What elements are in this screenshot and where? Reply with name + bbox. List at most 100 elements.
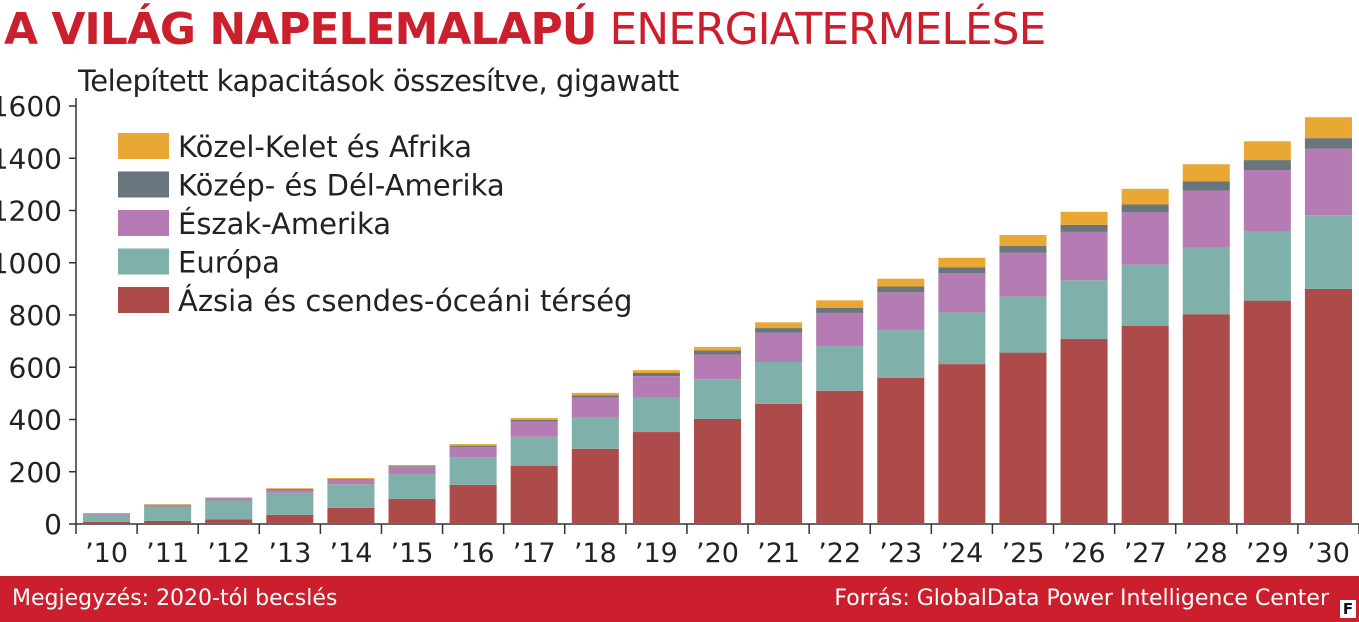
x-tick-label: ’29 [1246, 538, 1289, 569]
bar-segment [510, 419, 558, 422]
y-tick-label: 200 [9, 456, 62, 489]
bar-segment [693, 379, 742, 419]
bar-segment [327, 479, 375, 485]
x-axis: ’10 ’11 ’12 ’13 ’14 ’15 ’16 ’17 ’18 ’19 ’20 ’21 ’22 ’… [75, 523, 1359, 569]
bar-segment [816, 346, 864, 391]
bar-segment [266, 488, 314, 489]
brand-logo: F [1340, 600, 1356, 618]
bar-segment [1243, 231, 1291, 301]
bar-segment [144, 504, 192, 505]
bar-segment [999, 296, 1047, 353]
bar-segment [327, 484, 375, 508]
bar-segment [755, 322, 803, 329]
x-tick-label: ’27 [1124, 538, 1167, 569]
chart-title-bold: A VILÁG NAPELEMALAPÚ [4, 4, 597, 55]
bar-segment [571, 392, 619, 396]
legend: Közel-Kelet és Afrika Közép- és Dél-Ameri… [118, 130, 632, 318]
x-tick-label: ’14 [329, 538, 372, 569]
legend-swatch [118, 133, 169, 159]
bar-segment [144, 506, 192, 521]
bar-segment [1243, 170, 1291, 232]
bar-segment [205, 500, 253, 520]
footer-source: Forrás: GlobalData Power Intelligence Ce… [834, 586, 1329, 611]
chart-title: A VILÁG NAPELEMALAPÚ ENERGIATERMELÉSE [4, 4, 1047, 56]
bar-segment [632, 372, 680, 377]
bar-segment [205, 519, 253, 524]
bar-segment [83, 513, 131, 514]
x-tick-label: ’13 [268, 538, 311, 569]
bar-segment [205, 497, 253, 499]
y-tick-label: 800 [9, 299, 62, 332]
bar-segment [938, 273, 986, 313]
bar-segment [632, 370, 680, 373]
bar-segment [327, 479, 375, 480]
x-tick-label: ’18 [574, 538, 617, 569]
y-tick-label: 400 [9, 404, 62, 437]
bar-segment [1243, 160, 1291, 171]
bar-segment [1182, 247, 1230, 315]
bar-segment [1060, 224, 1108, 232]
bar-segment [510, 436, 558, 467]
x-tick-label: ’11 [146, 538, 189, 569]
x-tick-label: ’17 [513, 538, 556, 569]
bar-segment [632, 397, 680, 433]
bar-segment [388, 466, 436, 468]
legend-label: Közép- és Dél-Amerika [178, 169, 505, 203]
y-tick-label: 1400 [0, 142, 62, 175]
bar-segment [1060, 280, 1108, 340]
bar-segment [877, 286, 925, 293]
bar-segment [816, 300, 864, 308]
y-tick-label: 1000 [0, 247, 62, 280]
x-tick-label: ’28 [1185, 538, 1228, 569]
legend-label: Európa [178, 246, 280, 280]
bar-segment [327, 478, 375, 480]
bar-segment [999, 352, 1047, 524]
bar-segment [999, 235, 1047, 247]
y-tick-label: 0 [44, 508, 62, 541]
footer-bar [0, 576, 1359, 622]
x-tick-label: ’15 [391, 538, 434, 569]
bar-segment [938, 312, 986, 365]
bar-segment [449, 457, 497, 485]
x-tick-label: ’21 [757, 538, 800, 569]
x-tick-label: ’26 [1063, 538, 1106, 569]
bar-segment [816, 312, 864, 347]
bar-segment [816, 390, 864, 524]
bar-segment [1304, 148, 1352, 216]
x-tick-label: ’25 [1001, 538, 1044, 569]
bar-segment [83, 514, 131, 522]
x-tick-label: ’22 [818, 538, 861, 569]
bar-segment [388, 467, 436, 475]
bar-segment [144, 520, 192, 524]
bar-segment [1060, 231, 1108, 281]
bar-segment [1182, 181, 1230, 191]
stacked-bar-chart: 02004006008001000120014001600 ’10’11’12’… [0, 90, 1359, 569]
bar-segment [693, 418, 742, 524]
legend-label: Közel-Kelet és Afrika [178, 130, 472, 164]
bar-segment [449, 444, 497, 446]
bar-segment [266, 492, 314, 515]
bar-segment [1121, 264, 1169, 326]
bar-segment [632, 432, 680, 524]
bar-segment [999, 246, 1047, 253]
bar-segment [938, 267, 986, 274]
x-tick-label: ’19 [635, 538, 678, 569]
bar-segment [938, 364, 986, 524]
bar-segment [510, 466, 558, 524]
bar-segment [877, 292, 925, 331]
bar-segment [1182, 314, 1230, 524]
bar-segment [1304, 288, 1352, 524]
bar-segment [449, 484, 497, 524]
bar-segment [1182, 190, 1230, 248]
bar-segment [571, 395, 619, 398]
bar-segment [693, 350, 742, 355]
bar-segment [266, 489, 314, 493]
bar-segment [83, 513, 131, 515]
x-tick-label: ’30 [1307, 538, 1350, 569]
bar-segment [693, 354, 742, 380]
chart-title-light: ENERGIATERMELÉSE [609, 4, 1047, 55]
x-tick-label: ’12 [207, 538, 250, 569]
bar-segment [1243, 300, 1291, 524]
bar-segment [1060, 211, 1108, 225]
x-tick-label: ’24 [940, 538, 983, 569]
